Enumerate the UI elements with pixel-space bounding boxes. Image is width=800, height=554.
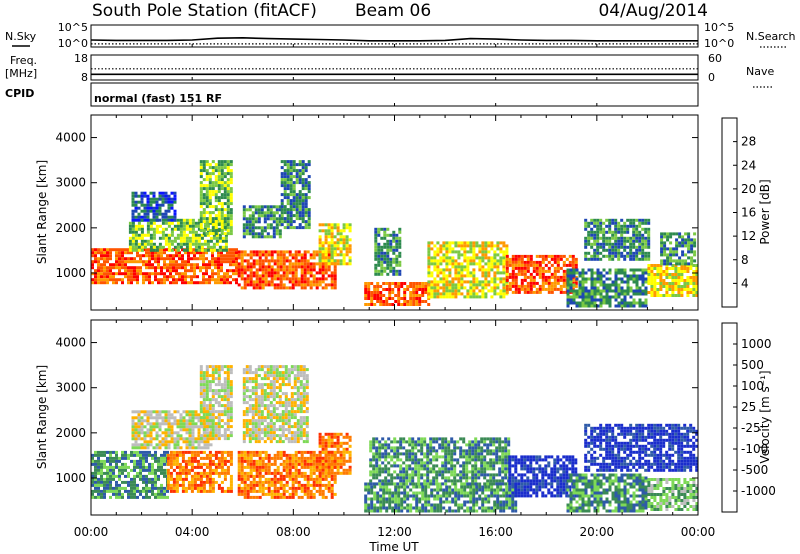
velocity-region-6 [242, 365, 309, 444]
x-axis-tick-labels: 00:00 04:00 08:00 12:00 16:00 20:00 00:00 [74, 525, 716, 539]
noise-right-tick-bottom: 10^0 [704, 37, 734, 50]
velocity-colorbar: 1000 500 100 25 -25 -100 -500 -1000 Velocity [m… [721, 322, 776, 513]
power-colorbar-tick-label: 20 [741, 182, 756, 196]
velocity-y-tick-label: 3000 [55, 381, 86, 395]
plot-title: South Pole Station (fitACF) [92, 1, 317, 21]
power-region-6 [280, 160, 311, 230]
power-y-tick-label: 4000 [55, 131, 86, 145]
mode-text: normal (fast) 151 RF [94, 92, 222, 105]
power-region-7 [318, 223, 352, 266]
velocity-panel: 1000 2000 3000 4000 Slant Range [km] [35, 319, 699, 516]
velocity-y-tick-label: 4000 [55, 336, 86, 350]
velocity-colorbar-tick-label: -1000 [741, 484, 776, 498]
freq-units: [MHz] [5, 67, 37, 80]
x-tick-label: 12:00 [377, 525, 412, 539]
x-tick-label: 08:00 [276, 525, 311, 539]
x-tick-label: 16:00 [478, 525, 513, 539]
velocity-colorbar-tick-label: -25 [741, 421, 761, 435]
power-region-12 [566, 268, 648, 308]
date-label: 04/Aug/2014 [598, 1, 708, 21]
velocity-colorbar-tick-label: 25 [741, 400, 756, 414]
beam-label: Beam 06 [355, 1, 431, 21]
power-colorbar-tick-label: 28 [741, 135, 756, 149]
velocity-region-10 [566, 473, 648, 513]
power-region-15 [660, 232, 697, 266]
power-panel: 1000 2000 3000 4000 Slant Range [km] [35, 114, 699, 311]
power-y-axis-label: Slant Range [km] [35, 160, 49, 264]
velocity-region-11 [584, 423, 698, 472]
velocity-region-8 [369, 437, 511, 486]
velocity-region-5 [318, 432, 352, 475]
x-tick-label: 04:00 [175, 525, 210, 539]
power-region-2 [131, 191, 177, 222]
nsearch-label: N.Search [746, 30, 796, 43]
noise-right-tick-top: 10^5 [704, 21, 734, 34]
mode-strip [90, 82, 699, 107]
x-tick-label: 20:00 [580, 525, 615, 539]
power-colorbar: 4 8 12 16 20 24 28 Power [dB] [721, 117, 772, 308]
cpid-label: CPID [5, 87, 34, 100]
freq-left-tick-bottom: 8 [81, 71, 88, 84]
power-y-tick-label: 2000 [55, 221, 86, 235]
power-y-tick-label: 3000 [55, 176, 86, 190]
velocity-region-7 [364, 482, 518, 513]
velocity-region-0 [91, 450, 169, 499]
power-region-3 [199, 160, 233, 236]
nsky-label: N.Sky [5, 30, 37, 43]
noise-series-0 [90, 36, 698, 42]
noise-left-tick-bottom: 10^0 [58, 37, 88, 50]
power-colorbar-tick-label: 24 [741, 158, 756, 172]
power-colorbar-tick-label: 4 [741, 276, 749, 290]
x-axis-label: Time UT [368, 540, 419, 554]
power-colorbar-tick-label: 8 [741, 253, 749, 267]
velocity-colorbar-tick-label: -100 [741, 442, 768, 456]
velocity-colorbar-label: Velocity [m s⁻¹] [758, 370, 772, 463]
freq-left-tick-top: 18 [74, 52, 88, 65]
noise-left-tick-top: 10^5 [58, 21, 88, 34]
power-region-10 [427, 241, 509, 299]
power-region-9 [374, 227, 402, 276]
power-region-1 [128, 218, 228, 252]
nave-label: Nave [746, 65, 774, 78]
power-region-13 [584, 218, 651, 261]
velocity-region-3 [199, 365, 233, 441]
velocity-colorbar-tick-label: 1000 [741, 337, 772, 351]
x-tick-label: 00:00 [681, 525, 716, 539]
x-tick-label: 00:00 [74, 525, 109, 539]
power-region-5 [242, 205, 282, 239]
power-region-14 [647, 264, 698, 297]
power-region-8 [364, 282, 431, 306]
freq-label: Freq. [10, 54, 37, 67]
power-region-0 [91, 248, 238, 285]
power-colorbar-tick-label: 16 [741, 206, 756, 220]
nave-right-tick-bottom: 0 [708, 71, 715, 84]
velocity-colorbar-tick-label: 100 [741, 379, 764, 393]
freq-nave-panel: 18 8 60 0 [74, 52, 722, 84]
velocity-y-tick-label: 2000 [55, 426, 86, 440]
velocity-region-1 [166, 450, 233, 493]
velocity-region-12 [647, 478, 698, 511]
power-colorbar-label: Power [dB] [758, 179, 772, 244]
power-colorbar-tick-label: 12 [741, 229, 756, 243]
velocity-colorbar-tick-label: -500 [741, 463, 768, 477]
velocity-colorbar-tick-label: 500 [741, 358, 764, 372]
nave-right-tick-top: 60 [708, 52, 722, 65]
velocity-y-tick-label: 1000 [55, 471, 86, 485]
power-region-4 [237, 250, 337, 290]
velocity-y-axis-label: Slant Range [km] [35, 365, 49, 469]
power-y-tick-label: 1000 [55, 266, 86, 280]
